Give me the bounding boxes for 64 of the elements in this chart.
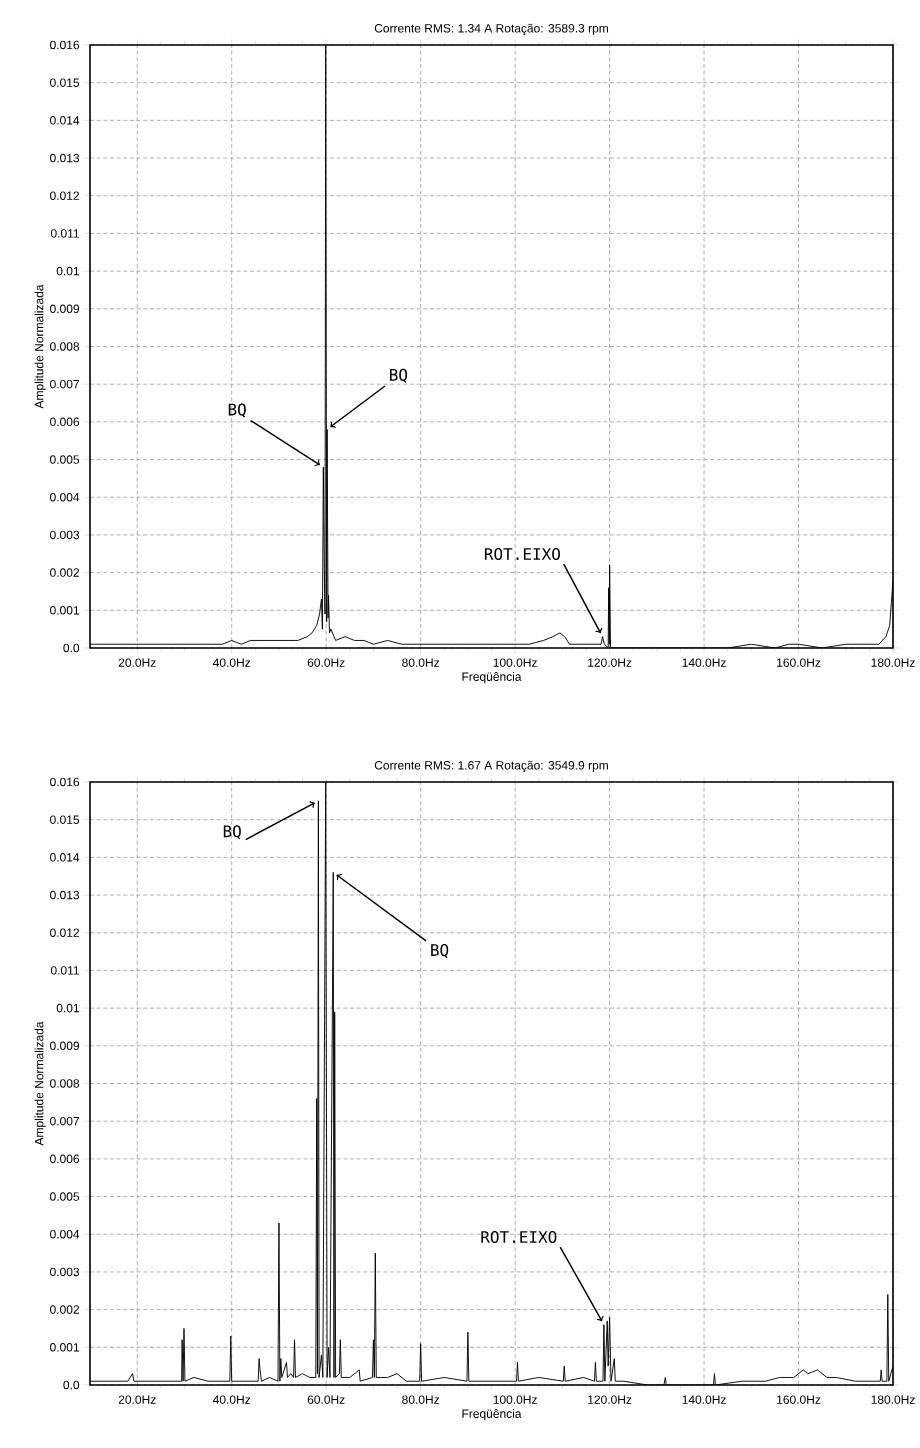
x-tick-label: 160.0Hz	[777, 1395, 821, 1404]
y-tick-label: 0.012	[50, 191, 80, 200]
x-tick-label: 40.0Hz	[213, 1395, 251, 1404]
x-tick-label: 180.0Hz	[871, 1395, 915, 1404]
x-tick-label: 160.0Hz	[777, 658, 821, 667]
annotation: BQ	[390, 368, 408, 383]
y-tick-label: 0.004	[50, 492, 80, 502]
y-tick-label: 0.008	[50, 1079, 80, 1088]
x-tick-label: 40.0Hz	[213, 658, 251, 667]
y-tick-label: 0.01	[56, 266, 80, 276]
y-tick-label: 0.005	[50, 455, 80, 464]
y-tick-label: 0.0	[63, 1380, 80, 1390]
x-axis-title: Freqüência	[462, 1409, 522, 1421]
y-tick-label: 0.016	[50, 777, 80, 787]
chart-title: Corrente RMS: 1.67 A Rotação: 3549.9 rpm	[374, 760, 609, 772]
y-tick-label: 0.002	[50, 1305, 80, 1314]
y-tick-label: 0.015	[50, 815, 80, 824]
annotation: ROT.EIXO	[485, 547, 561, 561]
x-tick-label: 140.0Hz	[682, 658, 726, 667]
y-tick-label: 0.001	[50, 1343, 80, 1352]
annotation: BQ	[223, 825, 241, 840]
y-tick-label: 0.001	[50, 606, 80, 615]
y-tick-label: 0.016	[50, 40, 80, 50]
chart-title: Corrente RMS: 1.34 A Rotação: 3589.3 rpm	[374, 23, 609, 35]
y-tick-label: 0.003	[50, 1267, 80, 1277]
y-axis-title: Amplitude Normalizada	[34, 284, 46, 409]
x-tick-label: 120.0Hz	[588, 1395, 632, 1404]
x-tick-label: 100.0Hz	[493, 658, 537, 667]
annotation: BQ	[431, 944, 449, 959]
x-tick-label: 100.0Hz	[493, 1395, 537, 1404]
y-tick-label: 0.014	[50, 853, 80, 862]
y-tick-label: 0.01	[56, 1003, 80, 1013]
y-tick-label: 0.005	[50, 1192, 80, 1201]
y-tick-label: 0.012	[50, 928, 80, 937]
y-tick-label: 0.011	[51, 966, 80, 975]
y-tick-label: 0.006	[50, 1154, 80, 1164]
x-tick-label: 80.0Hz	[402, 1395, 440, 1404]
x-tick-label: 60.0Hz	[307, 1395, 345, 1404]
y-tick-label: 0.002	[50, 568, 80, 577]
y-tick-label: 0.008	[50, 342, 80, 351]
y-tick-label: 0.013	[50, 153, 80, 163]
x-tick-label: 20.0Hz	[118, 1395, 156, 1404]
y-tick-label: 0.007	[50, 1116, 80, 1126]
x-tick-label: 20.0Hz	[118, 658, 156, 667]
y-tick-label: 0.003	[50, 530, 80, 540]
x-tick-label: 80.0Hz	[402, 658, 440, 667]
y-tick-label: 0.013	[50, 890, 80, 900]
y-tick-label: 0.011	[51, 229, 80, 238]
x-tick-label: 60.0Hz	[307, 658, 345, 667]
y-tick-label: 0.009	[50, 1041, 80, 1051]
x-tick-label: 140.0Hz	[682, 1395, 726, 1404]
y-tick-label: 0.009	[50, 304, 80, 314]
y-tick-label: 0.006	[50, 417, 80, 427]
x-tick-label: 120.0Hz	[588, 658, 632, 667]
annotation: ROT.EIXO	[481, 1230, 557, 1244]
annotation: BQ	[228, 403, 246, 418]
y-tick-label: 0.004	[50, 1229, 80, 1239]
y-tick-label: 0.015	[50, 78, 80, 87]
y-tick-label: 0.014	[50, 116, 80, 125]
y-tick-label: 0.007	[50, 379, 80, 389]
x-axis-title: Freqüência	[462, 672, 522, 684]
y-tick-label: 0.0	[63, 643, 80, 653]
x-tick-label: 180.0Hz	[871, 658, 915, 667]
y-axis-title: Amplitude Normalizada	[34, 1021, 46, 1146]
